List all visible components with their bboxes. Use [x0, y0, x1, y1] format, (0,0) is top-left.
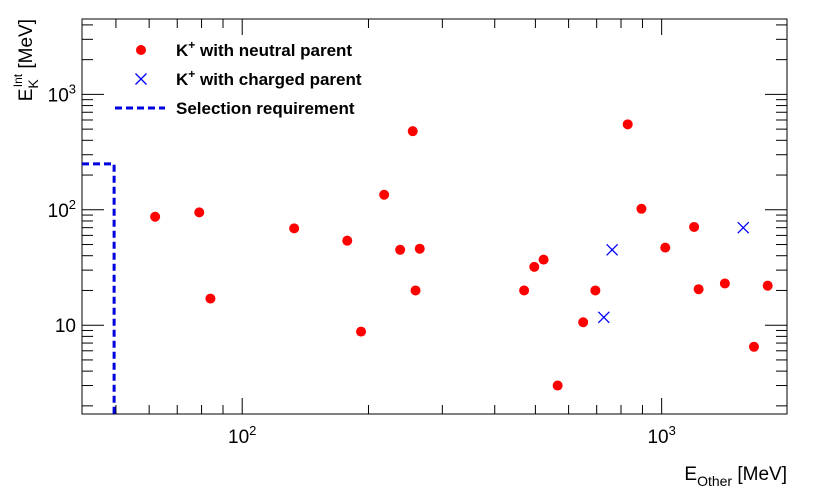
- y-tick-label-base: 10: [48, 201, 69, 222]
- neutral-parent-point: [590, 285, 601, 296]
- neutral-parent-point: [395, 244, 406, 255]
- x-tick-label-base: 10: [228, 427, 249, 448]
- neutral-parent-point: [342, 235, 353, 246]
- y-tick-label-exponent: 3: [69, 81, 76, 96]
- legend-label-main: Selection requirement: [176, 99, 355, 118]
- legend-label-rest: with charged parent: [195, 70, 362, 89]
- axis-titles: EOther [MeV]EKInt [MeV]: [11, 19, 787, 489]
- x-tick-label-exponent: 3: [669, 423, 676, 438]
- chart-marks: [82, 119, 773, 414]
- neutral-parent-point: [150, 211, 161, 222]
- legend-label-sup: +: [188, 38, 195, 52]
- y-axis-title-sup: Int: [11, 73, 25, 87]
- neutral-parent-point: [379, 189, 390, 200]
- neutral-parent-point: [622, 119, 633, 130]
- legend-label: K+ with charged parent: [176, 67, 362, 89]
- selection-requirement-line: [82, 162, 116, 414]
- legend-label-rest: with neutral parent: [195, 41, 352, 60]
- x-tick-label: 103: [647, 423, 675, 448]
- x-axis-title-unit: [MeV]: [732, 464, 787, 485]
- neutral-parent-point: [660, 242, 671, 253]
- neutral-parent-point: [636, 203, 647, 214]
- x-axis-title: EOther [MeV]: [684, 464, 787, 489]
- x-tick-label: 102: [228, 423, 256, 448]
- neutral-parent-point: [748, 341, 759, 352]
- neutral-parent-point: [356, 326, 367, 337]
- y-tick-label: 102: [48, 197, 76, 222]
- x-tick-label-base: 10: [647, 427, 668, 448]
- y-axis-title: EKInt [MeV]: [11, 19, 41, 101]
- y-tick-label-base: 10: [55, 316, 76, 337]
- plot-frame: [81, 18, 788, 415]
- neutral-parent-point: [410, 285, 421, 296]
- neutral-parent-point: [407, 126, 418, 137]
- legend-label-sup: +: [188, 67, 195, 81]
- neutral-parent-point: [538, 254, 549, 265]
- charged-parent-point: [597, 311, 610, 324]
- y-tick-label: 10: [55, 316, 76, 337]
- neutral-parent-point: [289, 223, 300, 234]
- y-tick-label-exponent: 2: [69, 197, 76, 212]
- x-axis-title-sub: Other: [697, 473, 732, 489]
- x-axis-title-main: E: [684, 464, 697, 485]
- neutral-parent-point: [719, 278, 730, 289]
- neutral-parent-point: [693, 284, 704, 295]
- legend-label-main: K: [176, 41, 189, 60]
- legend-label: Selection requirement: [176, 99, 355, 118]
- x-tick-label-exponent: 2: [249, 423, 256, 438]
- legend-label: K+ with neutral parent: [176, 38, 352, 60]
- legend-marker-neutral: [136, 45, 146, 55]
- neutral-parent-point: [194, 207, 205, 218]
- neutral-parent-point: [205, 293, 216, 304]
- neutral-parent-point: [414, 243, 425, 254]
- y-tick-label-base: 10: [48, 85, 69, 106]
- legend-marker-charged: [135, 73, 147, 85]
- neutral-parent-point: [552, 380, 563, 391]
- neutral-parent-point: [578, 317, 589, 328]
- charged-parent-point: [606, 243, 619, 256]
- neutral-parent-point: [762, 280, 773, 291]
- neutral-parent-point: [689, 221, 700, 232]
- charged-parent-point: [737, 221, 750, 234]
- neutral-parent-point: [529, 261, 540, 272]
- y-axis-title-main: E: [16, 89, 37, 102]
- y-axis-title-unit: [MeV]: [16, 19, 37, 74]
- y-axis-title-sub: K: [25, 79, 41, 89]
- legend-label-main: K: [176, 70, 189, 89]
- y-tick-label: 103: [48, 81, 76, 106]
- neutral-parent-point: [519, 285, 530, 296]
